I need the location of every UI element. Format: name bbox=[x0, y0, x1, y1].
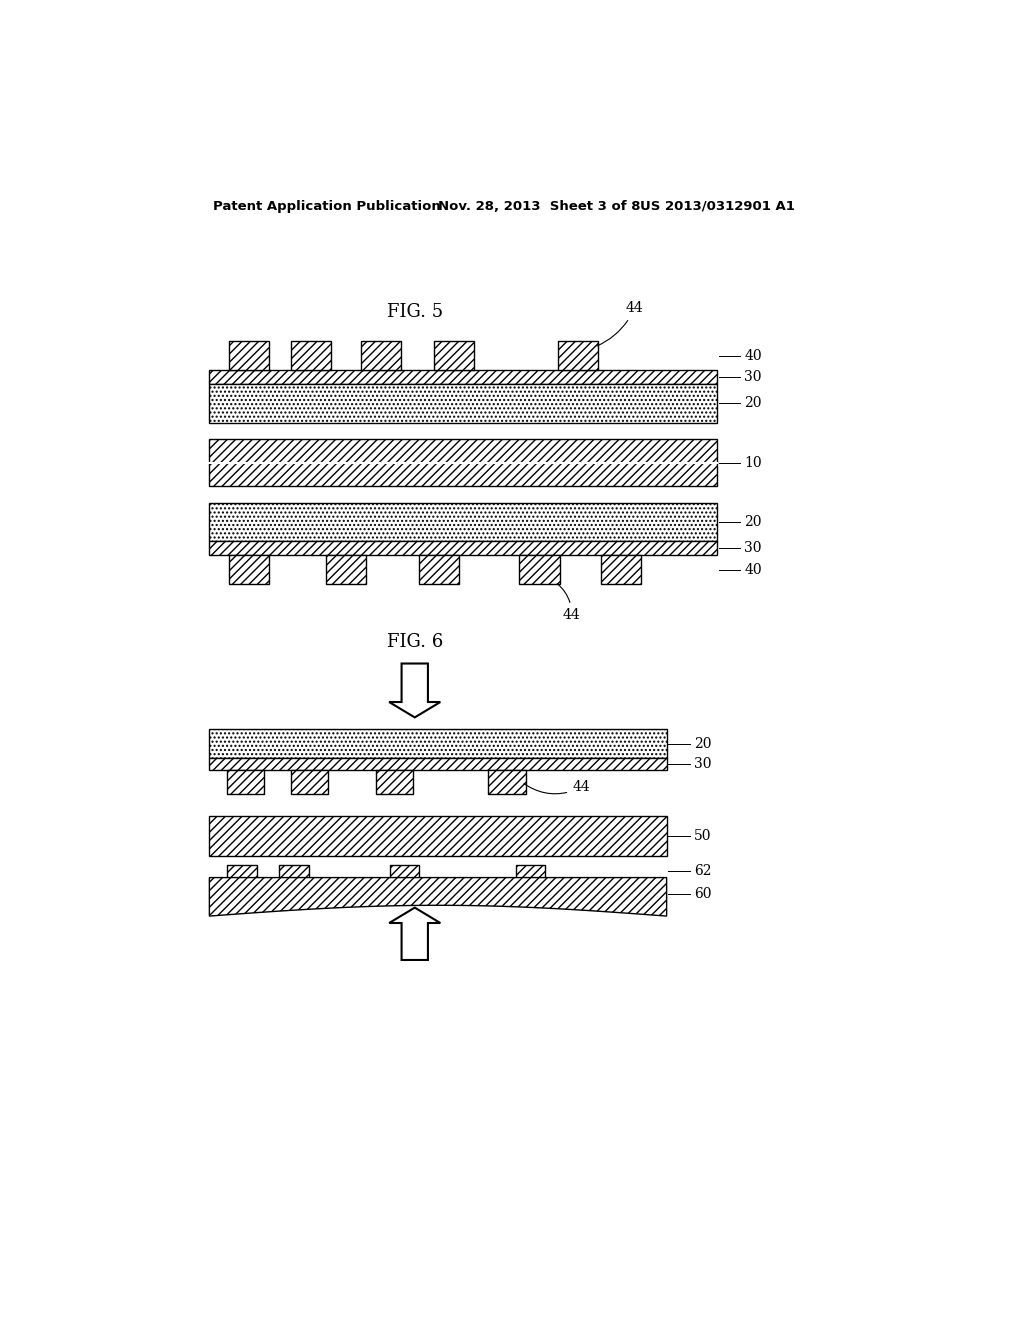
Text: 50: 50 bbox=[693, 829, 712, 843]
Text: 20: 20 bbox=[693, 737, 712, 751]
Bar bbox=[209, 384, 717, 422]
Text: 20: 20 bbox=[744, 515, 762, 529]
Text: 40: 40 bbox=[744, 348, 762, 363]
Bar bbox=[558, 341, 598, 370]
Bar bbox=[209, 816, 667, 855]
Bar bbox=[360, 341, 400, 370]
Text: Nov. 28, 2013  Sheet 3 of 8: Nov. 28, 2013 Sheet 3 of 8 bbox=[438, 199, 640, 213]
Text: 30: 30 bbox=[744, 541, 762, 554]
Bar bbox=[488, 770, 525, 795]
Bar bbox=[390, 866, 420, 878]
Polygon shape bbox=[389, 908, 440, 960]
Text: 44: 44 bbox=[557, 583, 581, 622]
Bar bbox=[601, 554, 641, 585]
Text: Patent Application Publication: Patent Application Publication bbox=[213, 199, 441, 213]
Polygon shape bbox=[389, 664, 440, 718]
Bar bbox=[209, 370, 717, 384]
Bar bbox=[280, 866, 308, 878]
Bar bbox=[227, 866, 257, 878]
Bar bbox=[209, 440, 717, 486]
Bar bbox=[419, 554, 459, 585]
Text: 20: 20 bbox=[744, 396, 762, 411]
Bar bbox=[515, 866, 545, 878]
Bar bbox=[209, 758, 667, 770]
Text: US 2013/0312901 A1: US 2013/0312901 A1 bbox=[640, 199, 795, 213]
Text: 40: 40 bbox=[744, 562, 762, 577]
Text: 30: 30 bbox=[744, 370, 762, 384]
Bar bbox=[376, 770, 414, 795]
Text: 62: 62 bbox=[693, 865, 712, 878]
Text: FIG. 6: FIG. 6 bbox=[387, 634, 442, 651]
Bar bbox=[291, 341, 331, 370]
Bar bbox=[228, 341, 269, 370]
Text: 44: 44 bbox=[597, 301, 643, 346]
Bar bbox=[326, 554, 366, 585]
Bar bbox=[209, 541, 717, 554]
Text: 60: 60 bbox=[693, 887, 712, 900]
Text: 10: 10 bbox=[744, 455, 762, 470]
Bar bbox=[291, 770, 328, 795]
Bar bbox=[519, 554, 560, 585]
Bar bbox=[228, 554, 269, 585]
Bar bbox=[209, 729, 667, 758]
Text: 44: 44 bbox=[524, 780, 590, 795]
Bar bbox=[227, 770, 264, 795]
Bar bbox=[209, 503, 717, 541]
Text: 30: 30 bbox=[693, 756, 712, 771]
Text: FIG. 5: FIG. 5 bbox=[387, 304, 442, 321]
Bar bbox=[434, 341, 474, 370]
Polygon shape bbox=[209, 878, 667, 916]
